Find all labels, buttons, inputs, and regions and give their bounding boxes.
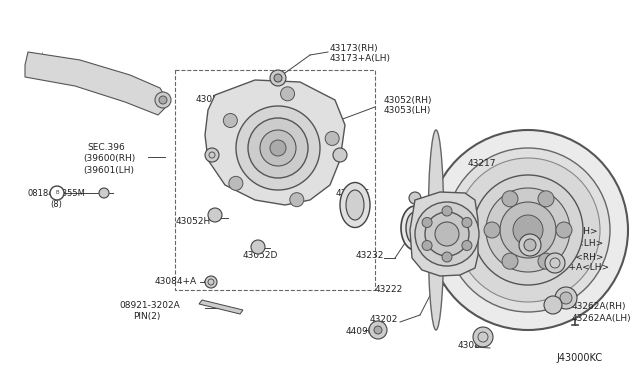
Circle shape xyxy=(205,276,217,288)
Circle shape xyxy=(270,70,286,86)
Circle shape xyxy=(325,131,339,145)
Circle shape xyxy=(409,192,421,204)
Circle shape xyxy=(519,234,541,256)
Polygon shape xyxy=(25,52,167,115)
Circle shape xyxy=(248,118,308,178)
Text: 43232: 43232 xyxy=(356,250,385,260)
Circle shape xyxy=(270,140,286,156)
Ellipse shape xyxy=(401,206,429,250)
Circle shape xyxy=(560,292,572,304)
Text: (39601(LH): (39601(LH) xyxy=(83,166,134,174)
Text: 43222: 43222 xyxy=(375,285,403,295)
Circle shape xyxy=(274,74,282,82)
Circle shape xyxy=(159,96,167,104)
Circle shape xyxy=(500,202,556,258)
Text: B: B xyxy=(55,190,59,196)
Circle shape xyxy=(99,188,109,198)
Circle shape xyxy=(280,87,294,101)
Text: 43053(LH): 43053(LH) xyxy=(384,106,431,115)
Text: 43052E: 43052E xyxy=(336,189,370,198)
Polygon shape xyxy=(199,300,243,314)
Text: 43084+A: 43084+A xyxy=(155,278,197,286)
Ellipse shape xyxy=(406,212,424,244)
Text: (8): (8) xyxy=(50,199,62,208)
Text: 43052D: 43052D xyxy=(243,250,278,260)
Circle shape xyxy=(208,208,222,222)
Polygon shape xyxy=(410,192,478,276)
Text: 43037+A<LH>: 43037+A<LH> xyxy=(535,238,604,247)
Circle shape xyxy=(544,296,562,314)
Text: PIN(2): PIN(2) xyxy=(133,312,161,321)
Circle shape xyxy=(484,222,500,238)
Text: 43037  <RH>: 43037 <RH> xyxy=(535,228,598,237)
Text: 08184-2355M: 08184-2355M xyxy=(28,189,86,198)
Circle shape xyxy=(251,240,265,254)
Circle shape xyxy=(524,239,536,251)
Circle shape xyxy=(446,148,610,312)
Circle shape xyxy=(223,113,237,128)
Text: 43173(RH): 43173(RH) xyxy=(330,44,379,52)
Polygon shape xyxy=(205,80,345,205)
Circle shape xyxy=(538,253,554,269)
Circle shape xyxy=(374,326,382,334)
Circle shape xyxy=(229,176,243,190)
Circle shape xyxy=(260,130,296,166)
Circle shape xyxy=(50,186,64,200)
Circle shape xyxy=(155,92,171,108)
Circle shape xyxy=(415,202,479,266)
Text: 43265  <RH>: 43265 <RH> xyxy=(541,253,604,262)
Circle shape xyxy=(425,212,469,256)
Circle shape xyxy=(555,287,577,309)
Circle shape xyxy=(369,321,387,339)
Circle shape xyxy=(462,241,472,250)
Circle shape xyxy=(422,241,432,250)
Circle shape xyxy=(236,106,320,190)
Circle shape xyxy=(462,218,472,228)
Text: 43202: 43202 xyxy=(370,315,398,324)
Circle shape xyxy=(435,222,459,246)
Circle shape xyxy=(473,327,493,347)
Text: 43052(RH): 43052(RH) xyxy=(384,96,433,105)
Text: SEC.396: SEC.396 xyxy=(87,144,125,153)
Circle shape xyxy=(473,175,583,285)
Text: 44098N: 44098N xyxy=(346,327,381,337)
Circle shape xyxy=(428,130,628,330)
Circle shape xyxy=(205,148,219,162)
Text: 43052F: 43052F xyxy=(196,96,230,105)
Circle shape xyxy=(456,158,600,302)
Circle shape xyxy=(545,253,565,273)
Circle shape xyxy=(442,206,452,216)
Circle shape xyxy=(538,191,554,207)
Ellipse shape xyxy=(428,130,444,330)
Circle shape xyxy=(422,218,432,228)
Circle shape xyxy=(513,215,543,245)
Circle shape xyxy=(333,148,347,162)
Circle shape xyxy=(556,222,572,238)
Circle shape xyxy=(290,193,304,207)
Text: 43265+A<LH>: 43265+A<LH> xyxy=(541,263,610,273)
Text: 43262A(RH): 43262A(RH) xyxy=(572,302,627,311)
Circle shape xyxy=(502,191,518,207)
Text: 43262AA(LH): 43262AA(LH) xyxy=(572,314,632,323)
Text: 43052H: 43052H xyxy=(176,218,211,227)
Text: 08921-3202A: 08921-3202A xyxy=(119,301,180,311)
Ellipse shape xyxy=(346,190,364,220)
Text: 43084: 43084 xyxy=(458,340,486,350)
Text: 43173+A(LH): 43173+A(LH) xyxy=(330,55,391,64)
Circle shape xyxy=(442,252,452,262)
Circle shape xyxy=(502,253,518,269)
Text: (39600(RH): (39600(RH) xyxy=(83,154,135,164)
Text: J43000KC: J43000KC xyxy=(556,353,602,363)
Text: 43217: 43217 xyxy=(468,158,497,167)
Circle shape xyxy=(486,188,570,272)
Ellipse shape xyxy=(340,183,370,228)
